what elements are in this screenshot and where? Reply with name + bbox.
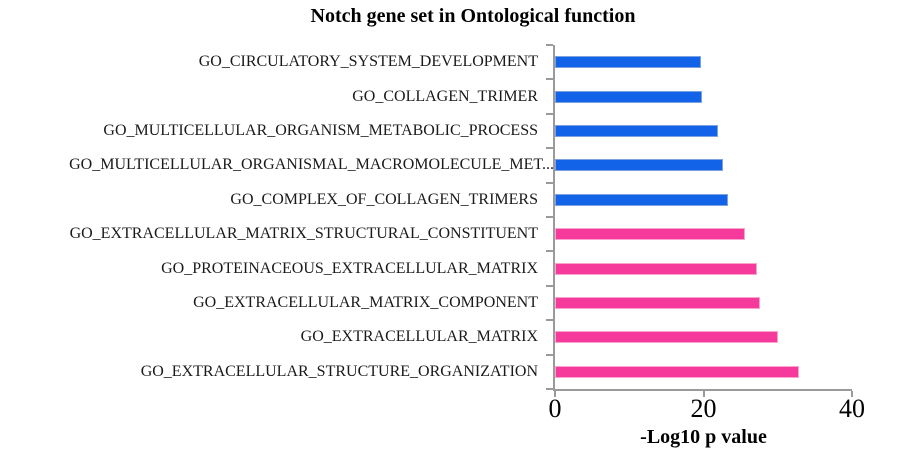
y-tick-mark <box>546 181 553 184</box>
category-label: GO_COLLAGEN_TRIMER <box>352 87 538 105</box>
y-tick-mark <box>546 319 553 322</box>
y-axis-labels: GO_CIRCULATORY_SYSTEM_DEVELOPMENT GO_COLL… <box>0 45 554 389</box>
bar-row <box>555 217 852 251</box>
y-tick-mark <box>546 353 553 356</box>
category-label: GO_CIRCULATORY_SYSTEM_DEVELOPMENT <box>198 53 538 71</box>
bar <box>555 56 702 69</box>
category-label: GO_EXTRACELLULAR_STRUCTURE_ORGANIZATION <box>140 362 538 380</box>
bar <box>555 262 758 275</box>
x-tick-label: 20 <box>690 394 717 423</box>
bar <box>555 159 723 172</box>
y-tick-mark <box>546 388 553 390</box>
x-tick-label: 40 <box>839 394 865 423</box>
bar <box>555 297 760 310</box>
bar-row <box>555 251 852 285</box>
bar <box>555 193 728 206</box>
y-tick-mark <box>546 216 553 218</box>
category-label: GO_EXTRACELLULAR_MATRIX_STRUCTURAL_CONST… <box>69 225 538 243</box>
bar <box>555 228 745 241</box>
category-label: GO_MULTICELLULAR_ORGANISM_METABOLIC_PROC… <box>103 122 538 140</box>
bar <box>555 125 719 138</box>
x-axis-title: -Log10 p value <box>640 426 767 448</box>
x-tick-label: 0 <box>548 394 562 423</box>
y-tick-mark <box>546 112 553 115</box>
bar-row <box>555 286 852 320</box>
y-tick-mark <box>546 284 553 287</box>
category-label: GO_MULTICELLULAR_ORGANISMAL_MACROMOLECUL… <box>69 156 554 174</box>
y-tick-mark <box>546 147 553 150</box>
bar-row <box>555 148 852 182</box>
y-tick-mark <box>546 44 553 46</box>
bar-row <box>555 355 852 389</box>
category-label: GO_EXTRACELLULAR_MATRIX_COMPONENT <box>193 294 538 312</box>
category-label: GO_EXTRACELLULAR_MATRIX <box>300 328 538 346</box>
category-label: GO_COMPLEX_OF_COLLAGEN_TRIMERS <box>230 190 538 208</box>
bar-row <box>555 45 852 79</box>
bar <box>555 331 779 344</box>
bar-row <box>555 320 852 354</box>
bar <box>555 90 702 103</box>
x-tick-labels: 0 20 40 <box>549 394 866 423</box>
chart-title: Notch gene set in Ontological function <box>310 5 636 27</box>
x-tick-mark <box>554 391 556 397</box>
bar-row <box>555 79 852 113</box>
y-tick-mark <box>546 78 553 81</box>
x-tick-mark <box>851 391 853 397</box>
y-tick-mark <box>546 250 553 253</box>
bar-row <box>555 114 852 148</box>
bars-container <box>555 45 852 389</box>
bar-row <box>555 183 852 217</box>
category-label: GO_PROTEINACEOUS_EXTRACELLULAR_MATRIX <box>161 259 538 277</box>
bar <box>555 365 800 378</box>
x-tick-mark <box>702 391 705 397</box>
plot-area <box>546 44 853 397</box>
